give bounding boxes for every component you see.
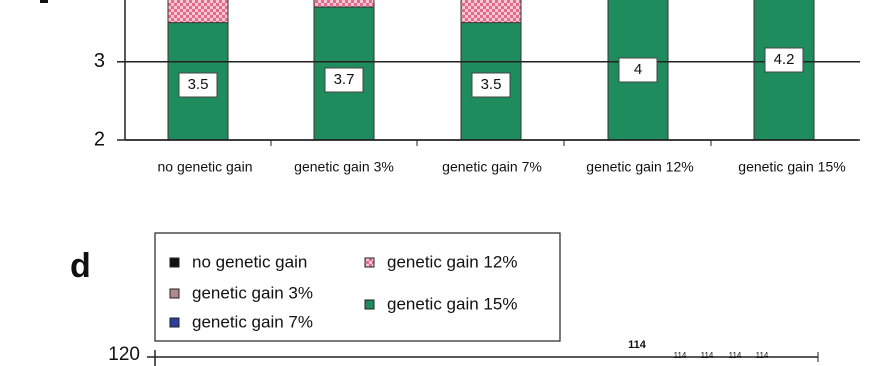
value-label: 3.5: [481, 76, 502, 93]
value-label: 3.7: [334, 71, 355, 88]
value-label-box: [178, 72, 218, 98]
legend-label: genetic gain 12%: [387, 252, 517, 271]
x-tick-label: genetic gain 3%: [294, 159, 394, 175]
bar-segment: [460, 0, 522, 140]
legend-swatch: [364, 257, 375, 268]
y-tick-label: 120: [108, 344, 140, 365]
legend-swatch: [169, 288, 180, 299]
legend-label: genetic gain 15%: [387, 294, 517, 313]
cropped-fragment: [40, 0, 48, 3]
panel-title: d: [70, 247, 91, 285]
bar-segment: [167, 0, 229, 140]
bar-segment: [313, 0, 375, 8]
x-tick-label: no genetic gain: [158, 159, 253, 175]
x-tick-label: genetic gain 12%: [586, 159, 693, 175]
legend-label: no genetic gain: [192, 252, 307, 271]
value-label: 4.2: [774, 51, 795, 68]
legend-label: genetic gain 3%: [192, 283, 313, 302]
legend-box: [154, 232, 561, 342]
legend-label: genetic gain 7%: [192, 312, 313, 331]
y-tick-label: 3: [94, 50, 105, 72]
value-label-box: [618, 57, 658, 83]
data-label: 114: [628, 339, 647, 351]
value-label-box: [471, 72, 511, 98]
bar-segment: [460, 0, 522, 24]
legend-swatch: [169, 257, 180, 268]
value-label-box: [764, 47, 804, 73]
bar-segment: [167, 0, 229, 24]
data-label: 114: [756, 351, 769, 360]
legend-swatch: [169, 317, 180, 328]
legend-swatch: [364, 299, 375, 310]
value-label-box: [324, 67, 364, 93]
value-label: 3.5: [188, 76, 209, 93]
x-tick-label: genetic gain 15%: [738, 159, 845, 175]
y-tick-label: 2: [94, 128, 105, 150]
data-label: 114: [701, 351, 714, 360]
x-tick-label: genetic gain 7%: [442, 159, 542, 175]
data-label: 114: [729, 351, 742, 360]
value-label: 4: [634, 61, 642, 78]
data-label: 114: [674, 351, 687, 360]
